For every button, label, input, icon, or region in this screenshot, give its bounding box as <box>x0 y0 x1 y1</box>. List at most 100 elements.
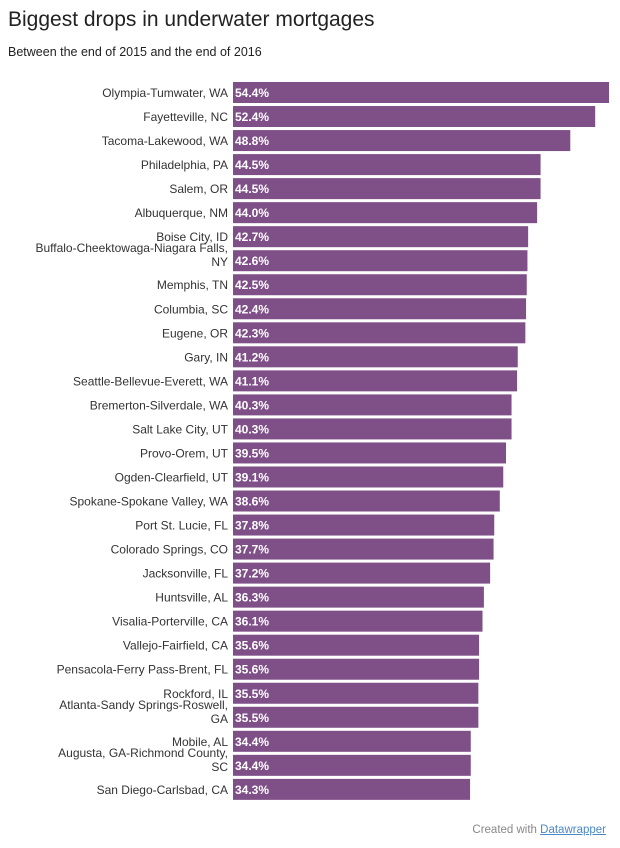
bar <box>233 178 541 200</box>
chart-title: Biggest drops in underwater mortgages <box>8 8 375 31</box>
bar-value-label: 42.6% <box>235 254 269 268</box>
bar-row: 37.2% Jacksonville, FL <box>143 562 491 584</box>
category-label: San Diego-Carlsbad, CA <box>97 783 228 797</box>
bar-row: 34.4% Mobile, AL <box>172 730 471 752</box>
category-label-line: GA <box>211 712 228 726</box>
bar-value-label: 37.8% <box>235 519 269 533</box>
category-label: Port St. Lucie, FL <box>135 519 228 533</box>
bar <box>233 154 541 176</box>
bar-value-label: 41.2% <box>235 350 269 364</box>
bar-value-label: 42.7% <box>235 230 269 244</box>
category-label-line: SC <box>211 760 228 774</box>
category-label: Buffalo-Cheektowaga-Niagara Falls, NY <box>35 241 228 269</box>
bar <box>233 394 512 416</box>
category-label: Salem, OR <box>169 182 228 196</box>
bar <box>233 346 518 368</box>
category-label: Atlanta-Sandy Springs-Roswell, GA <box>59 698 228 726</box>
category-label-line: NY <box>211 255 228 269</box>
category-label: Vallejo-Fairfield, CA <box>123 639 228 653</box>
bar-value-label: 48.8% <box>235 134 269 148</box>
category-label: Bremerton-Silverdale, WA <box>90 398 228 412</box>
bar-value-label: 35.6% <box>235 639 269 653</box>
bar-row: 35.6% Vallejo-Fairfield, CA <box>123 634 480 656</box>
bar-row: 44.5% Philadelphia, PA <box>141 154 541 176</box>
bar-value-label: 42.3% <box>235 326 269 340</box>
category-label: Jacksonville, FL <box>143 567 229 581</box>
bar-value-label: 36.3% <box>235 591 269 605</box>
category-label: Memphis, TN <box>157 278 228 292</box>
category-label: Visalia-Porterville, CA <box>112 615 228 629</box>
bar-value-label: 44.5% <box>235 182 269 196</box>
bar-value-label: 41.1% <box>235 374 269 388</box>
bar-value-label: 39.1% <box>235 470 269 484</box>
category-label: Salt Lake City, UT <box>132 422 228 436</box>
bar-row: 34.3% San Diego-Carlsbad, CA <box>97 778 471 800</box>
bar-value-label: 37.2% <box>235 567 269 581</box>
bar-value-label: 35.5% <box>235 711 269 725</box>
bar-row: 42.4% Columbia, SC <box>154 298 527 320</box>
bar-row: 41.1% Seattle-Bellevue-Everett, WA <box>73 370 518 392</box>
bar <box>233 298 527 320</box>
datawrapper-link[interactable]: Datawrapper <box>540 824 606 836</box>
category-label: Huntsville, AL <box>155 591 228 605</box>
bar <box>233 682 479 704</box>
category-label: Mobile, AL <box>172 735 228 749</box>
category-label: Ogden-Clearfield, UT <box>115 470 229 484</box>
category-label-line: Augusta, GA-Richmond County, <box>58 746 228 760</box>
category-label: Boise City, ID <box>156 230 228 244</box>
bar <box>233 634 480 656</box>
bar-row: 54.4% Olympia-Tumwater, WA <box>102 82 609 103</box>
category-label: Olympia-Tumwater, WA <box>102 86 228 100</box>
bar <box>233 370 518 392</box>
bar-value-label: 37.7% <box>235 543 269 557</box>
bar-row: 44.5% Salem, OR <box>169 178 541 200</box>
category-label: Philadelphia, PA <box>141 158 228 172</box>
bar <box>233 514 495 536</box>
category-label: Eugene, OR <box>162 326 228 340</box>
bar-value-label: 44.5% <box>235 158 269 172</box>
bar-value-label: 54.4% <box>235 86 269 100</box>
bar <box>233 202 538 224</box>
chart-subtitle: Between the end of 2015 and the end of 2… <box>8 45 262 59</box>
bar-row: 42.6% Buffalo-Cheektowaga-Niagara Falls, N… <box>35 241 528 272</box>
category-label: Seattle-Bellevue-Everett, WA <box>73 374 228 388</box>
bar <box>233 250 528 272</box>
bar-row: 35.5% Atlanta-Sandy Springs-Roswell, GA <box>59 698 479 728</box>
category-label: Columbia, SC <box>154 302 228 316</box>
bar-row: 35.5% Rockford, IL <box>163 682 479 704</box>
category-label: Rockford, IL <box>163 687 228 701</box>
category-label: Albuquerque, NM <box>135 206 228 220</box>
bar-value-label: 39.5% <box>235 446 269 460</box>
bar-row: 34.4% Augusta, GA-Richmond County, SC <box>58 746 471 776</box>
bar <box>233 658 480 680</box>
category-label-line: Buffalo-Cheektowaga-Niagara Falls, <box>35 241 228 255</box>
credit-footer: Created with Datawrapper <box>472 824 606 836</box>
bar-row: 42.3% Eugene, OR <box>162 322 526 344</box>
bar-row: 37.7% Colorado Springs, CO <box>111 538 494 560</box>
bar <box>233 418 512 440</box>
bar-row: 52.4% Fayetteville, NC <box>143 106 596 128</box>
bar-row: 35.6% Pensacola-Ferry Pass-Brent, FL <box>57 658 480 680</box>
bar-value-label: 42.4% <box>235 302 269 316</box>
bar-row: 40.3% Bremerton-Silverdale, WA <box>90 394 512 416</box>
bar <box>233 442 507 464</box>
bar-row: 37.8% Port St. Lucie, FL <box>135 514 495 536</box>
bar <box>233 130 571 152</box>
category-label: Tacoma-Lakewood, WA <box>102 134 228 148</box>
bar-row: 48.8% Tacoma-Lakewood, WA <box>102 130 571 152</box>
bar-value-label: 34.3% <box>235 783 269 797</box>
bar <box>233 706 479 728</box>
bar <box>233 274 527 296</box>
bar <box>233 730 471 752</box>
bar <box>233 82 609 103</box>
bar <box>233 610 483 632</box>
bar-value-label: 35.6% <box>235 663 269 677</box>
bar-row: 36.3% Huntsville, AL <box>155 586 484 608</box>
bar-value-label: 34.4% <box>235 735 269 749</box>
category-label: Augusta, GA-Richmond County, SC <box>58 746 228 774</box>
bar-value-label: 40.3% <box>235 398 269 412</box>
bar <box>233 538 494 560</box>
category-label: Fayetteville, NC <box>143 110 228 124</box>
bar-row: 44.0% Albuquerque, NM <box>135 202 538 224</box>
